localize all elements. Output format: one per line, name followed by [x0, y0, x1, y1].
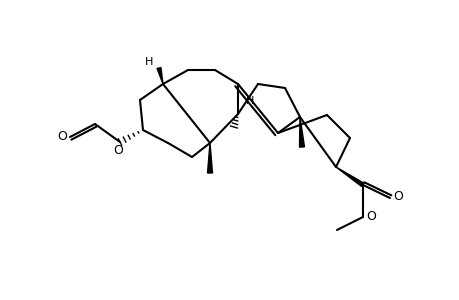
Polygon shape — [299, 117, 304, 147]
Polygon shape — [157, 68, 162, 84]
Text: O: O — [365, 211, 375, 224]
Text: O: O — [57, 130, 67, 142]
Text: H: H — [245, 96, 254, 106]
Polygon shape — [335, 167, 364, 187]
Text: O: O — [113, 143, 123, 157]
Text: O: O — [392, 190, 402, 203]
Polygon shape — [207, 143, 212, 173]
Text: H: H — [145, 57, 153, 67]
